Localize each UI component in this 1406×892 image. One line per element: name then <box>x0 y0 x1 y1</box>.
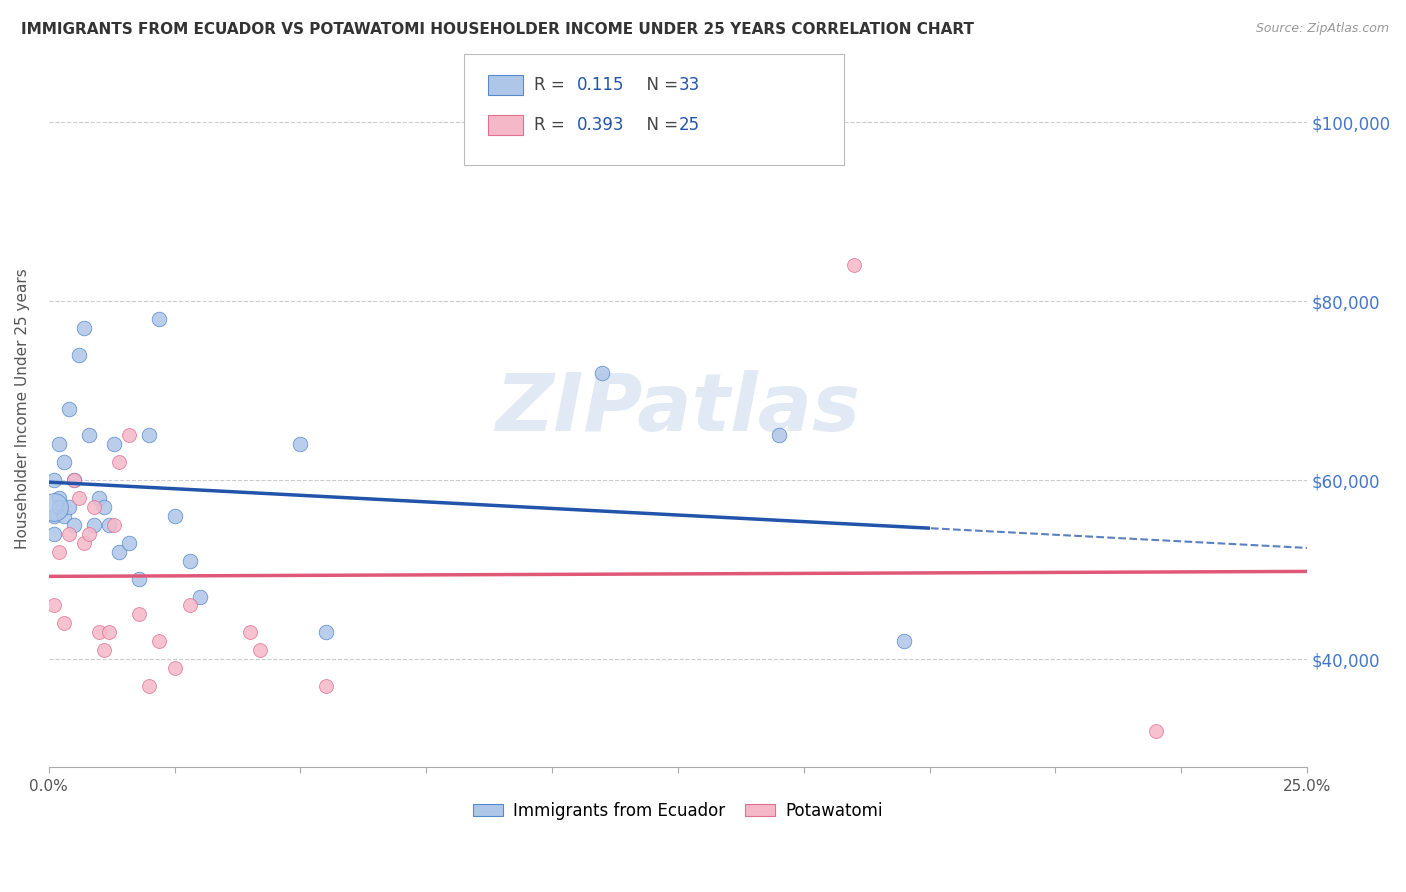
Point <box>48 437 70 451</box>
Point <box>77 527 100 541</box>
Text: 0.393: 0.393 <box>576 116 624 134</box>
Point <box>118 536 141 550</box>
Point <box>63 518 86 533</box>
Point <box>148 312 170 326</box>
Text: R =: R = <box>534 116 571 134</box>
Text: 0.115: 0.115 <box>576 76 624 94</box>
Point <box>42 500 65 514</box>
Point <box>249 643 271 657</box>
Point <box>87 491 110 505</box>
Point <box>98 518 121 533</box>
Point <box>93 500 115 514</box>
Text: ZIPatlas: ZIPatlas <box>495 369 860 448</box>
Point <box>768 428 790 442</box>
Point <box>73 321 96 335</box>
Point <box>239 625 262 640</box>
Point <box>128 572 150 586</box>
Point <box>67 348 90 362</box>
Point <box>179 599 201 613</box>
Point <box>893 634 915 648</box>
Point <box>42 473 65 487</box>
Point <box>591 366 613 380</box>
Text: 25: 25 <box>679 116 700 134</box>
Point <box>83 500 105 514</box>
Point <box>103 437 125 451</box>
Point <box>42 527 65 541</box>
Text: N =: N = <box>636 116 683 134</box>
Text: Source: ZipAtlas.com: Source: ZipAtlas.com <box>1256 22 1389 36</box>
Point <box>63 473 86 487</box>
Point <box>315 679 337 693</box>
Point <box>163 661 186 675</box>
Point <box>77 428 100 442</box>
Point <box>179 554 201 568</box>
Point <box>1144 723 1167 738</box>
Point <box>52 455 75 469</box>
Point <box>290 437 312 451</box>
Point <box>83 518 105 533</box>
Point <box>93 643 115 657</box>
Point <box>188 590 211 604</box>
Point <box>163 508 186 523</box>
Point <box>58 527 80 541</box>
Point <box>842 259 865 273</box>
Point <box>67 491 90 505</box>
Point <box>138 428 160 442</box>
Legend: Immigrants from Ecuador, Potawatomi: Immigrants from Ecuador, Potawatomi <box>467 795 890 826</box>
Point <box>148 634 170 648</box>
Point <box>73 536 96 550</box>
Point <box>42 599 65 613</box>
Point <box>52 508 75 523</box>
Point <box>138 679 160 693</box>
Point <box>108 545 131 559</box>
Point <box>42 508 65 523</box>
Point <box>87 625 110 640</box>
Point <box>128 607 150 622</box>
Point <box>48 500 70 514</box>
Point <box>52 616 75 631</box>
Point <box>108 455 131 469</box>
Point <box>48 545 70 559</box>
Point <box>63 473 86 487</box>
Point <box>315 625 337 640</box>
Point <box>103 518 125 533</box>
Point <box>98 625 121 640</box>
Text: R =: R = <box>534 76 571 94</box>
Point <box>58 500 80 514</box>
Text: IMMIGRANTS FROM ECUADOR VS POTAWATOMI HOUSEHOLDER INCOME UNDER 25 YEARS CORRELAT: IMMIGRANTS FROM ECUADOR VS POTAWATOMI HO… <box>21 22 974 37</box>
Point <box>118 428 141 442</box>
Point <box>58 401 80 416</box>
Point <box>48 491 70 505</box>
Text: 33: 33 <box>679 76 700 94</box>
Y-axis label: Householder Income Under 25 years: Householder Income Under 25 years <box>15 268 30 549</box>
Text: N =: N = <box>636 76 683 94</box>
